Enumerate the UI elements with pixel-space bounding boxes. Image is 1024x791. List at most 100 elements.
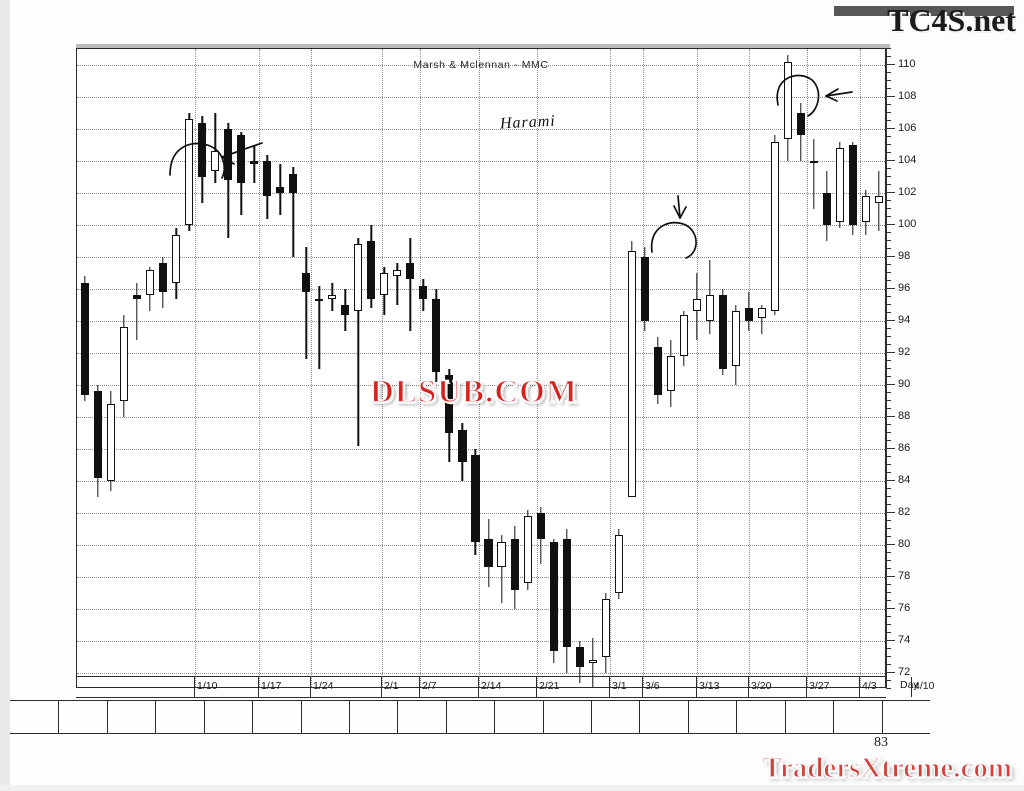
scan-edge-left bbox=[0, 0, 10, 791]
price-tick-minor bbox=[886, 88, 891, 89]
candle-wick bbox=[136, 282, 138, 341]
candlestick bbox=[198, 116, 207, 203]
date-separator bbox=[419, 677, 420, 697]
price-tick-minor bbox=[886, 680, 891, 681]
date-tick-label: 2/1 bbox=[384, 680, 399, 692]
price-tick-minor bbox=[886, 568, 891, 569]
candlestick bbox=[276, 164, 285, 216]
gridline-horizontal bbox=[77, 545, 885, 546]
volume-box-strip bbox=[10, 700, 930, 734]
candlestick bbox=[497, 535, 506, 603]
candle-body-up bbox=[601, 599, 610, 657]
date-separator bbox=[696, 677, 697, 697]
box-strip-separator bbox=[639, 701, 641, 733]
box-strip-separator bbox=[494, 701, 496, 733]
price-tick bbox=[886, 64, 895, 65]
price-tick-minor bbox=[886, 424, 891, 425]
date-tick-label: 4/3 bbox=[862, 680, 877, 692]
candlestick bbox=[120, 314, 129, 417]
candlestick bbox=[575, 641, 584, 683]
candle-body-down bbox=[575, 647, 584, 667]
price-tick-minor bbox=[886, 328, 891, 329]
candlestick bbox=[536, 506, 545, 565]
candle-body-down bbox=[237, 135, 246, 184]
candle-body-up bbox=[523, 516, 532, 584]
scan-edge-bottom bbox=[0, 785, 1024, 791]
candlestick bbox=[224, 122, 233, 238]
date-separator bbox=[478, 677, 479, 697]
candle-body-up bbox=[835, 148, 844, 222]
gridline-horizontal bbox=[77, 225, 885, 226]
candle-body-up bbox=[497, 541, 506, 568]
price-tick-minor bbox=[886, 600, 891, 601]
price-tick-minor bbox=[886, 280, 891, 281]
date-separator bbox=[911, 677, 912, 697]
candle-body-up bbox=[211, 151, 220, 171]
box-strip-separator bbox=[252, 701, 254, 733]
price-tick-minor bbox=[886, 440, 891, 441]
gridline-horizontal bbox=[77, 417, 885, 418]
price-tick-minor bbox=[886, 304, 891, 305]
price-tick bbox=[886, 480, 895, 481]
candle-wick bbox=[214, 113, 216, 184]
price-tick-minor bbox=[886, 344, 891, 345]
candlestick bbox=[367, 225, 376, 309]
box-strip-separator bbox=[833, 701, 835, 733]
gridline-vertical bbox=[382, 49, 383, 687]
candlestick bbox=[419, 279, 428, 312]
candlestick-chart[interactable]: Marsh & Mclennan - MMC bbox=[76, 48, 886, 688]
candle-body-up bbox=[757, 308, 766, 318]
candle-body-up bbox=[588, 660, 597, 664]
price-tick bbox=[886, 192, 895, 193]
gridline-horizontal bbox=[77, 353, 885, 354]
price-tick bbox=[886, 288, 895, 289]
price-tick bbox=[886, 640, 895, 641]
price-tick-label: 102 bbox=[898, 186, 917, 198]
price-tick bbox=[886, 416, 895, 417]
candle-body-down bbox=[250, 161, 259, 165]
price-tick-minor bbox=[886, 216, 891, 217]
price-tick-minor bbox=[886, 104, 891, 105]
price-tick bbox=[886, 576, 895, 577]
price-tick-minor bbox=[886, 496, 891, 497]
price-tick-minor bbox=[886, 688, 891, 689]
gridline-horizontal bbox=[77, 97, 885, 98]
price-tick-label: 84 bbox=[898, 474, 911, 486]
price-tick-minor bbox=[886, 488, 891, 489]
price-tick-minor bbox=[886, 48, 891, 49]
candlestick bbox=[770, 135, 779, 315]
candlestick bbox=[380, 266, 389, 315]
candlestick bbox=[406, 237, 415, 331]
candle-wick bbox=[409, 237, 412, 331]
price-axis: 110 108 106 104 102 100 98 96 94 92 90 88 86 84 82 80 78… bbox=[886, 48, 944, 689]
price-tick-label: 78 bbox=[898, 570, 911, 582]
price-tick-minor bbox=[886, 408, 891, 409]
candle-body-down bbox=[445, 375, 454, 433]
candlestick bbox=[757, 305, 766, 334]
candle-body-up bbox=[146, 269, 155, 296]
gridline-horizontal bbox=[77, 385, 885, 386]
candle-body-up bbox=[328, 295, 337, 299]
candle-body-down bbox=[536, 512, 545, 539]
price-tick-label: 100 bbox=[898, 218, 917, 230]
candle-body-down bbox=[406, 263, 415, 280]
candle-body-down bbox=[276, 186, 285, 193]
date-tick-label: 2/14 bbox=[481, 680, 502, 692]
candlestick bbox=[861, 189, 870, 235]
candle-body-down bbox=[484, 538, 493, 568]
gridline-vertical bbox=[643, 49, 644, 687]
tc4s-watermark-bar bbox=[834, 6, 1014, 16]
candlestick bbox=[692, 273, 701, 341]
price-tick-minor bbox=[886, 200, 891, 201]
candle-body-down bbox=[718, 295, 727, 369]
date-tick-label: 1/17 bbox=[261, 680, 282, 692]
candlestick bbox=[302, 247, 311, 360]
price-tick-minor bbox=[886, 112, 891, 113]
price-tick bbox=[886, 448, 895, 449]
candle-body-down bbox=[133, 295, 142, 299]
candle-body-down bbox=[809, 160, 818, 164]
candle-body-down bbox=[341, 305, 350, 315]
candle-body-down bbox=[653, 346, 662, 395]
candlestick bbox=[484, 519, 493, 587]
price-tick bbox=[886, 96, 895, 97]
